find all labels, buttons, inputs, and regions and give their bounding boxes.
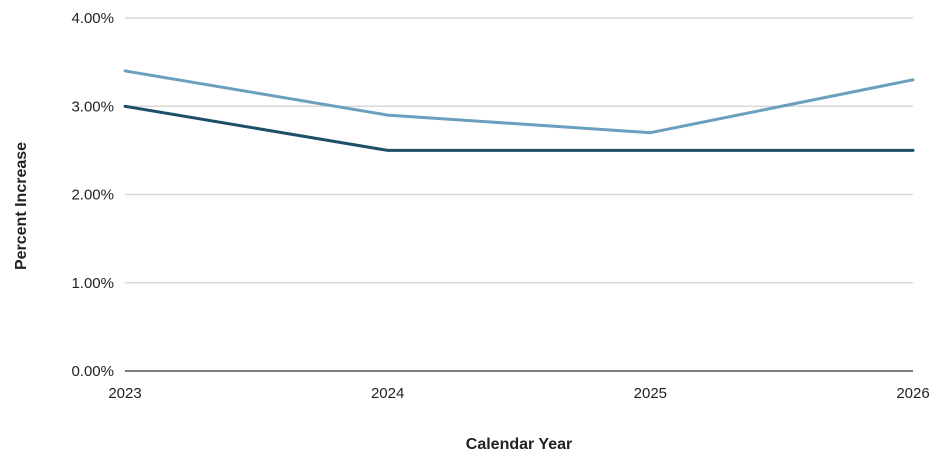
x-tick-label: 2024: [371, 385, 404, 402]
x-tick-label: 2026: [896, 385, 929, 402]
y-axis-tick-labels: 0.00% 1.00% 2.00% 3.00% 4.00%: [71, 10, 114, 380]
y-tick-label: 0.00%: [71, 363, 114, 380]
x-tick-label: 2025: [634, 385, 667, 402]
x-axis-title: Calendar Year: [466, 436, 572, 453]
series-line-1: [123, 69, 915, 135]
series-line-2: [123, 104, 915, 152]
y-tick-label: 4.00%: [71, 10, 114, 27]
y-axis-title: Percent Increase: [13, 142, 30, 270]
y-tick-label: 3.00%: [71, 98, 114, 115]
series-lines: [123, 69, 915, 152]
x-axis-tick-labels: 2023 2024 2025 2026: [108, 385, 929, 402]
gridlines: [125, 17, 913, 372]
y-tick-label: 2.00%: [71, 187, 114, 204]
x-tick-label: 2023: [108, 385, 141, 402]
y-tick-label: 1.00%: [71, 275, 114, 292]
